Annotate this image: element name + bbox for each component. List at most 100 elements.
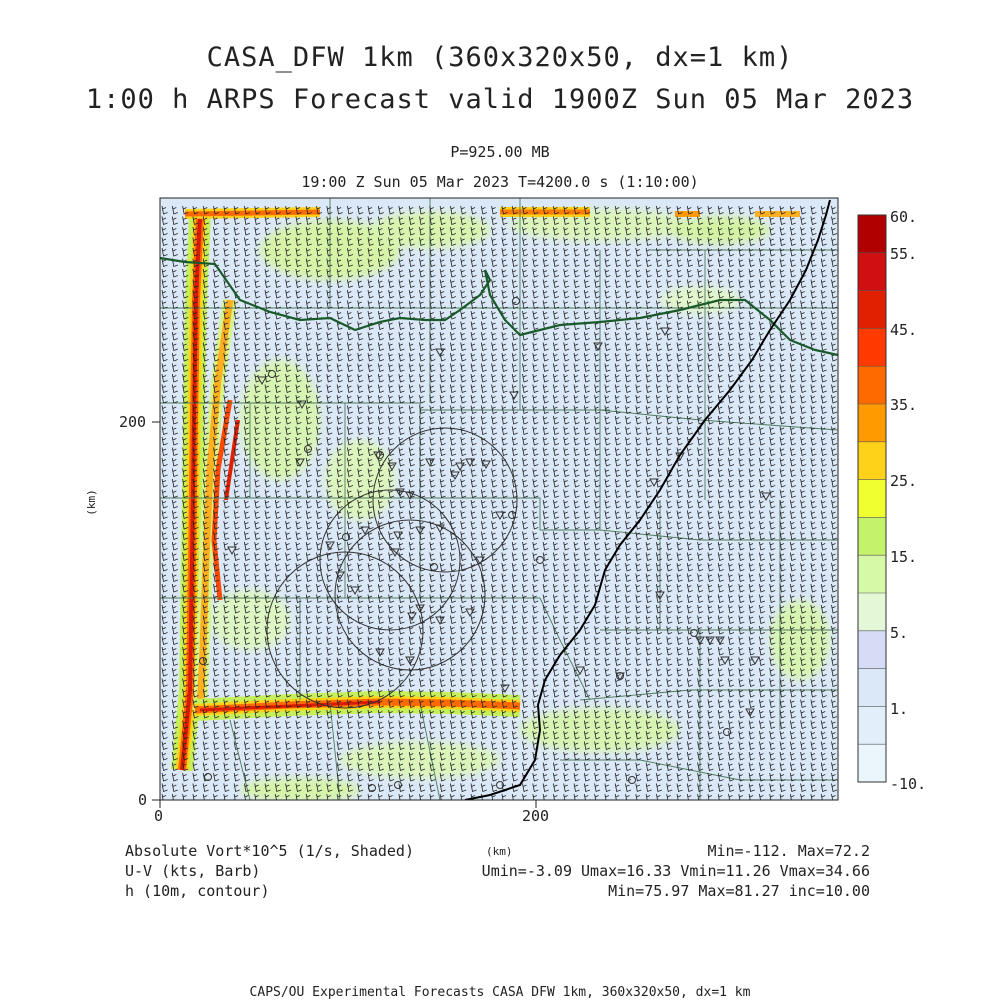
station-triangle	[375, 648, 385, 658]
wind-barb-field	[161, 205, 838, 800]
colorbar-label: 15.	[890, 548, 918, 566]
colorbar-label: 55.	[890, 245, 918, 263]
station-triangle	[500, 684, 510, 694]
station-circle	[536, 556, 544, 564]
colorbar-swatch	[858, 555, 886, 594]
station-triangle	[435, 616, 445, 626]
station-triangle	[593, 342, 603, 352]
colorbar-swatch	[858, 215, 886, 254]
station-triangle	[425, 458, 435, 468]
map-plot-area	[160, 198, 838, 800]
colorbar-swatch	[858, 252, 886, 292]
station-circle	[616, 672, 624, 680]
station-circle	[512, 297, 520, 305]
wind-barbs	[161, 205, 838, 800]
colorbar-swatch	[858, 290, 886, 329]
station-triangle	[360, 526, 370, 536]
y-axis-label: (km)	[84, 489, 98, 516]
title-line-1: CASA_DFW 1km (360x320x50, dx=1 km)	[206, 42, 794, 73]
colorbar-swatch	[858, 668, 886, 707]
station-triangle	[227, 546, 237, 556]
station-triangle	[257, 376, 267, 386]
colorbar	[857, 214, 887, 783]
station-triangle	[435, 524, 445, 534]
legend-stats-height: Min=75.97 Max=81.27 inc=10.00	[608, 882, 870, 900]
station-circle	[508, 511, 516, 519]
station-circle	[690, 629, 698, 637]
axis-ticks	[152, 421, 537, 808]
colorbar-swatch	[858, 366, 886, 405]
colorbar-label: 1.	[890, 700, 909, 718]
colorbar-swatch	[858, 706, 886, 745]
station-triangle	[745, 708, 755, 718]
colorbar-swatch	[858, 404, 886, 443]
colorbar-swatch	[858, 630, 886, 670]
station-triangle	[395, 488, 405, 498]
legend-stats-wind: Umin=-3.09 Umax=16.33 Vmin=11.26 Vmax=34…	[481, 862, 870, 880]
station-circle	[368, 784, 376, 792]
station-triangle	[475, 556, 485, 566]
station-triangle	[705, 636, 715, 646]
x-tick-0: 0	[154, 807, 164, 825]
station-triangle	[390, 548, 400, 558]
colorbar-label: 35.	[890, 396, 918, 414]
station-markers	[199, 297, 771, 792]
station-circle	[342, 533, 350, 541]
radar-range-rings	[266, 427, 518, 709]
valid-time: 19:00 Z Sun 05 Mar 2023 T=4200.0 s (1:10…	[301, 173, 699, 191]
colorbar-label: -10.	[890, 775, 927, 793]
colorbar-swatch	[858, 328, 886, 367]
station-circle	[199, 657, 207, 665]
station-circle	[376, 451, 384, 459]
station-triangle	[407, 612, 417, 622]
colorbar-label: 5.	[890, 624, 909, 642]
station-triangle	[649, 478, 659, 488]
station-triangle	[655, 591, 665, 601]
title-line-2: 1:00 h ARPS Forecast valid 1900Z Sun 05 …	[85, 84, 915, 115]
station-triangle	[465, 608, 475, 618]
legend-field-vorticity: Absolute Vort*10^5 (1/s, Shaded)	[125, 842, 414, 860]
station-circle	[628, 776, 636, 784]
station-triangle	[495, 511, 505, 521]
station-circle	[304, 445, 312, 453]
colorbar-swatch	[858, 479, 886, 518]
plot-frame	[159, 197, 839, 801]
station-triangle	[715, 636, 725, 646]
station-circle	[268, 370, 276, 378]
legend-field-wind: U-V (kts, Barb)	[125, 862, 261, 880]
station-triangle	[695, 636, 705, 646]
station-triangle	[575, 666, 585, 676]
station-triangle	[660, 327, 670, 337]
colorbar-swatch	[858, 744, 886, 783]
station-triangle	[325, 541, 335, 551]
colorbar-swatch	[858, 517, 886, 556]
station-triangle	[405, 491, 415, 501]
pressure-level: P=925.00 MB	[450, 143, 550, 161]
footer-credit: CAPS/OU Experimental Forecasts CASA DFW …	[249, 985, 751, 1000]
station-circle	[204, 773, 212, 781]
colorbar-label: 45.	[890, 321, 918, 339]
county-border-thick	[464, 199, 831, 800]
legend-field-height: h (10m, contour)	[125, 882, 270, 900]
y-tick-200: 200	[119, 413, 147, 431]
county-boundaries	[160, 198, 838, 800]
station-circle	[496, 781, 504, 789]
vorticity-band-bottom	[194, 690, 521, 721]
colorbar-label: 25.	[890, 472, 918, 490]
station-circle	[430, 563, 438, 571]
station-triangle	[509, 391, 519, 401]
station-triangle	[450, 471, 460, 481]
station-triangle	[295, 458, 305, 468]
station-triangle	[455, 462, 465, 472]
station-triangle	[350, 586, 360, 596]
station-triangle	[335, 571, 345, 581]
station-triangle	[435, 348, 445, 358]
colorbar-swatch	[858, 441, 886, 481]
colorbar-swatch	[858, 593, 886, 632]
station-triangle	[297, 400, 307, 410]
river-boundary	[160, 256, 838, 357]
x-tick-200: 200	[522, 807, 550, 825]
legend-stats-vorticity: Min=-112. Max=72.2	[707, 842, 870, 860]
station-triangle	[415, 604, 425, 614]
